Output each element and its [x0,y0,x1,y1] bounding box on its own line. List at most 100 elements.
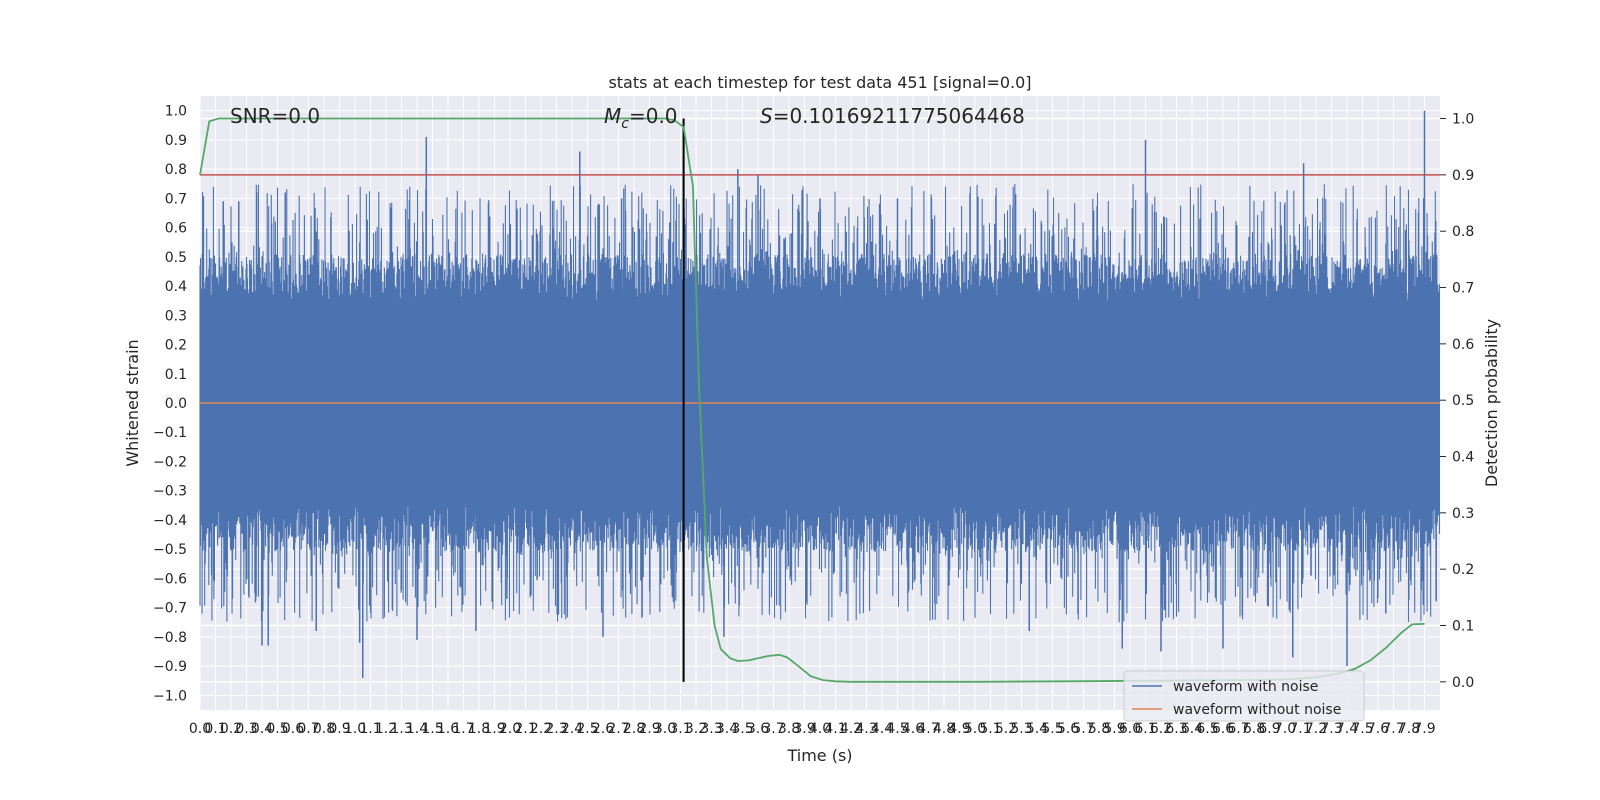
x-tick-label: 2.1 [514,721,536,737]
x-tick-label: 0.2 [220,721,242,737]
x-tick-label: 6.6 [1212,721,1234,737]
x-tick-label: 6.7 [1227,721,1249,737]
legend-label-waveform-without-noise: waveform without noise [1173,702,1341,718]
x-axis-label: Time (s) [786,746,852,765]
x-tick-label: 2.0 [499,721,521,737]
y-tick-label: 0.8 [165,162,187,178]
y-tick-label: 0.0 [165,396,187,412]
x-tick-label: 1.1 [359,721,381,737]
x-tick-label: 5.9 [1103,721,1125,737]
y-tick-label: 0.9 [165,133,187,149]
x-tick-label: 4.3 [855,721,877,737]
x-tick-label: 3.6 [747,721,769,737]
x-tick-label: 3.0 [654,721,676,737]
x-tick-label: 7.2 [1305,721,1327,737]
y-tick-label: −0.7 [153,601,187,617]
x-tick-label: 5.6 [1057,721,1079,737]
x-tick-label: 4.6 [902,721,924,737]
x-tick-label: 2.8 [623,721,645,737]
x-tick-label: 0.6 [282,721,304,737]
chart-title: stats at each timestep for test data 451… [608,73,1031,92]
x-tick-label: 4.1 [824,721,846,737]
y-tick-label: 0.3 [165,308,187,324]
x-tick-label: 5.3 [1010,721,1032,737]
x-tick-label: 0.3 [235,721,257,737]
y2-tick-label: 1.0 [1452,112,1474,128]
x-tick-label: 1.8 [468,721,490,737]
y-tick-label: 0.4 [165,279,187,295]
x-tick-label: 2.3 [545,721,567,737]
s-value: =0.10169211775064468 [773,104,1025,128]
x-tick-label: 6.1 [1134,721,1156,737]
x-tick-label: 3.5 [731,721,753,737]
x-tick-label: 6.8 [1243,721,1265,737]
chirp-mass-symbol: M [604,104,621,128]
x-tick-label: 3.3 [700,721,722,737]
x-tick-label: 4.2 [840,721,862,737]
y2-tick-label: 0.9 [1452,168,1474,184]
y-tick-label: −0.9 [153,659,187,675]
y-tick-label: 0.6 [165,221,187,237]
x-tick-label: 6.2 [1150,721,1172,737]
y-tick-label: 1.0 [165,104,187,120]
x-tick-label: 7.3 [1320,721,1342,737]
x-tick-label: 0.5 [266,721,288,737]
y-axis-label: Whitened strain [123,339,142,466]
x-tick-label: 4.5 [886,721,908,737]
y2-tick-label: 0.4 [1452,450,1474,466]
chirp-mass-annotation: Mc=0.0 [604,104,678,132]
y-tick-label: −1.0 [153,688,187,704]
y2-tick-label: 0.2 [1452,562,1474,578]
y2-tick-label: 0.0 [1452,675,1474,691]
x-tick-label: 7.9 [1413,721,1435,737]
snr-annotation: SNR=0.0 [230,104,320,128]
legend-label-waveform-with-noise: waveform with noise [1173,679,1318,695]
x-tick-label: 7.5 [1351,721,1373,737]
x-tick-label: 5.8 [1088,721,1110,737]
x-tick-label: 0.8 [313,721,335,737]
x-tick-label: 6.9 [1258,721,1280,737]
x-tick-label: 6.3 [1165,721,1187,737]
y2-tick-label: 0.1 [1452,619,1474,635]
s-symbol: S [760,104,773,128]
x-tick-label: 7.0 [1274,721,1296,737]
x-tick-label: 6.4 [1181,721,1203,737]
x-tick-label: 5.1 [979,721,1001,737]
y-tick-label: −0.8 [153,630,187,646]
chirp-mass-value: =0.0 [629,104,678,128]
x-tick-label: 0.1 [204,721,226,737]
x-tick-label: 4.0 [809,721,831,737]
y2-tick-label: 0.6 [1452,337,1474,353]
x-tick-label: 7.4 [1336,721,1358,737]
x-tick-label: 1.0 [344,721,366,737]
y2-tick-label: 0.7 [1452,281,1474,297]
x-tick-label: 7.1 [1289,721,1311,737]
x-tick-label: 1.6 [437,721,459,737]
x-tick-label: 4.9 [948,721,970,737]
x-tick-label: 5.4 [1026,721,1048,737]
y2-tick-label: 0.3 [1452,506,1474,522]
y-tick-label: −0.3 [153,484,187,500]
x-tick-label: 3.2 [685,721,707,737]
x-tick-label: 5.5 [1041,721,1063,737]
x-tick-label: 0.0 [189,721,211,737]
x-tick-label: 1.3 [390,721,412,737]
x-tick-label: 0.7 [297,721,319,737]
y-tick-label: 0.2 [165,338,187,354]
x-tick-label: 5.0 [964,721,986,737]
x-tick-label: 1.7 [452,721,474,737]
x-tick-label: 0.9 [328,721,350,737]
x-tick-label: 7.6 [1367,721,1389,737]
x-tick-label: 3.7 [762,721,784,737]
x-tick-label: 4.4 [871,721,893,737]
x-tick-label: 6.5 [1196,721,1218,737]
y-tick-label: −0.1 [153,425,187,441]
y-tick-label: −0.4 [153,513,187,529]
x-tick-label: 4.8 [933,721,955,737]
legend: waveform with noise waveform without noi… [1123,670,1365,722]
s-annotation: S=0.10169211775064468 [760,104,1025,128]
x-tick-label: 2.2 [530,721,552,737]
x-tick-label: 5.7 [1072,721,1094,737]
x-tick-label: 1.4 [406,721,428,737]
